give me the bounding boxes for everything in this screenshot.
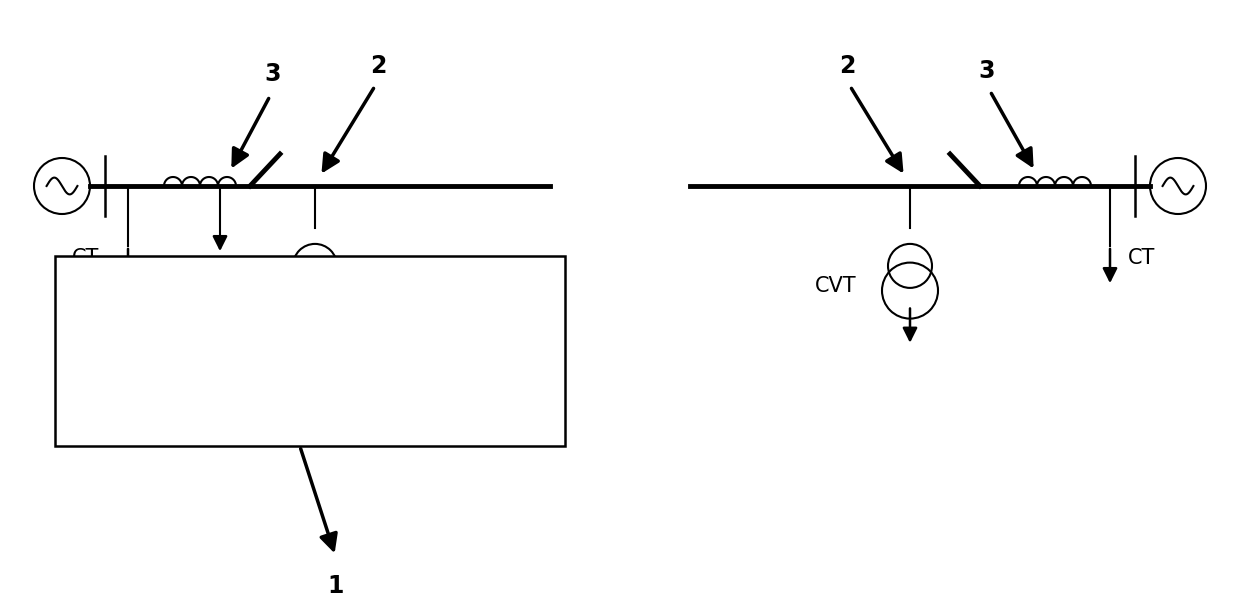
Text: 应用本发明方法的: 应用本发明方法的	[237, 308, 383, 337]
Text: 3: 3	[265, 62, 281, 86]
Bar	[55, 256, 565, 446]
Text: 2: 2	[839, 54, 855, 78]
Text: CT: CT	[1127, 248, 1156, 268]
Text: 输电线路继电保护装置: 输电线路继电保护装置	[219, 378, 401, 407]
Text: CVT: CVT	[815, 276, 856, 296]
Text: CT: CT	[72, 248, 99, 268]
Text: CVT: CVT	[363, 276, 405, 296]
Text: 1: 1	[327, 574, 343, 598]
Text: 3: 3	[979, 59, 995, 83]
Text: 2: 2	[369, 54, 387, 78]
